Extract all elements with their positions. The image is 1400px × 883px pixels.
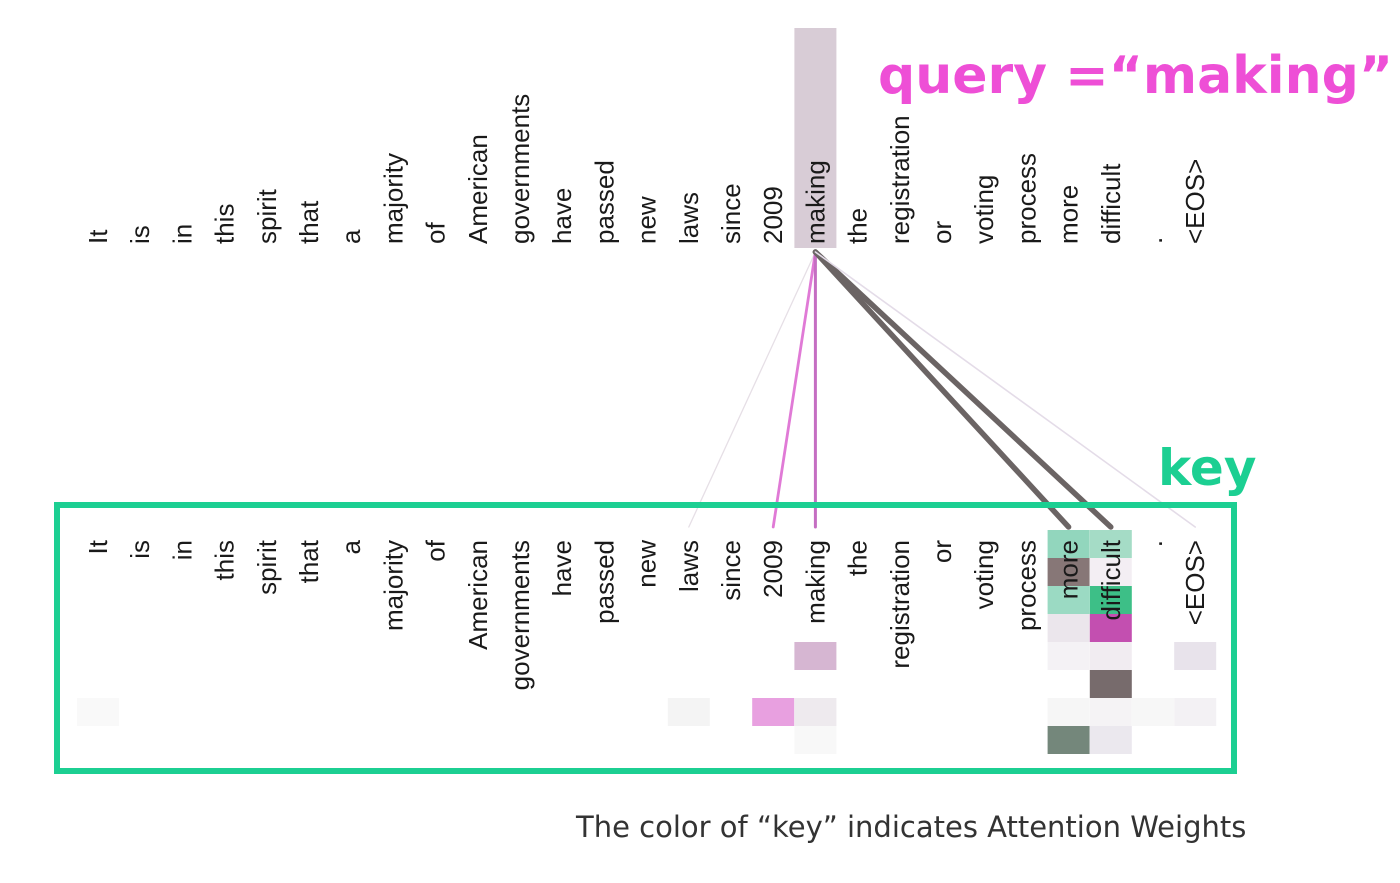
query-token-of: of [421,222,451,244]
attention-cell-eos-6 [1174,698,1217,726]
key-token-american: American [463,540,493,650]
key-token-have: have [547,540,577,596]
key-token-the: the [843,540,873,576]
key-token-passed: passed [589,540,619,624]
query-token-2009: 2009 [758,186,788,244]
attention-cell-difficult-1 [1089,558,1132,586]
query-highlight [794,28,837,248]
key-token-since: since [716,540,746,601]
key-token-or: or [927,540,957,563]
query-token-governments: governments [505,94,535,244]
query-label: query =“making” [878,46,1393,106]
attention-cell-more-1 [1047,558,1090,586]
attention-cell-more-2 [1047,586,1090,614]
key-token-spirit: spirit [252,539,282,595]
attention-cell-difficult-0 [1089,530,1132,558]
query-token-registration: registration [885,115,915,244]
attention-cell-difficult-5 [1089,670,1132,698]
attention-cell-difficult-6 [1089,698,1132,726]
attention-cell-more-0 [1047,530,1090,558]
key-token-registration: registration [885,540,915,669]
attention-cell-eos-4 [1174,642,1217,670]
key-token-in: in [167,540,197,560]
query-token-or: or [927,221,957,244]
attention-cell-period-6 [1132,698,1174,726]
key-token-this: this [210,540,240,580]
key-token-more: more [1054,540,1084,599]
query-token-it: It [83,229,113,244]
query-token-a: a [336,229,366,244]
attention-line-eos [814,251,1196,528]
query-token-since: since [716,183,746,244]
query-token-eos: <EOS> [1180,159,1210,244]
attention-cell-2009-6 [752,698,795,726]
query-token-the: the [843,208,873,244]
query-token-laws: laws [674,192,704,244]
query-token-is: is [125,225,155,244]
key-token-of: of [421,539,451,561]
query-token-this: this [210,204,240,244]
attention-cell-difficult-7 [1089,726,1132,754]
key-token-eos: <EOS> [1180,540,1210,625]
query-token-spirit: spirit [252,188,282,244]
query-token-row: It is in this spirit that a majority of American g… [83,94,1210,244]
query-token-difficult: difficult [1096,163,1126,244]
attention-cell-making-7 [794,726,837,754]
attention-cell-difficult-3 [1089,614,1132,642]
attention-cell-laws-6 [667,698,710,726]
attention-lines [688,249,1196,530]
key-token-process: process [1011,540,1041,631]
attention-cell-more-3 [1047,614,1090,642]
query-token-process: process [1011,153,1041,244]
key-token-making: making [800,540,830,624]
key-token-row: It is in this spirit that a majority of American g… [83,539,1210,690]
key-token-is: is [125,540,155,559]
query-token-majority: majority [378,153,408,244]
query-token-passed: passed [589,160,619,244]
attention-line-more [812,249,1072,530]
query-token-in: in [167,224,197,244]
query-token-new: new [632,196,662,244]
key-token-governments: governments [505,540,535,690]
attention-line-difficult [812,249,1114,530]
attention-line-2009 [771,250,817,529]
key-token-majority: majority [378,540,408,631]
key-token-it: It [83,539,113,554]
key-token-voting: voting [969,540,999,609]
attention-cell-more-6 [1047,698,1090,726]
attention-cell-making-6 [794,698,837,726]
query-token-voting: voting [969,175,999,244]
key-label: key [1158,439,1257,497]
query-token-that: that [294,200,324,244]
key-token-period: . [1138,540,1168,547]
key-token-new: new [632,540,662,588]
attention-cell-difficult-4 [1089,642,1132,670]
query-token-period: . [1138,237,1168,244]
key-box [54,502,1237,774]
key-token-2009: 2009 [758,540,788,598]
key-token-a: a [336,539,366,554]
query-token-american: American [463,134,493,244]
query-token-more: more [1054,185,1084,244]
query-token-have: have [547,188,577,244]
caption: The color of “key” indicates Attention W… [576,810,1247,844]
attention-heatmap [77,530,1217,754]
key-token-that: that [294,539,324,583]
query-token-making: making [800,160,830,244]
attention-cell-more-7 [1047,726,1090,754]
attention-line-laws [688,251,817,528]
key-token-laws: laws [674,540,704,592]
attention-cell-difficult-2 [1089,586,1132,614]
key-token-difficult: difficult [1096,539,1126,620]
attention-cell-making-4 [794,642,837,670]
attention-cell-it-6 [77,698,119,726]
attention-cell-more-4 [1047,642,1090,670]
